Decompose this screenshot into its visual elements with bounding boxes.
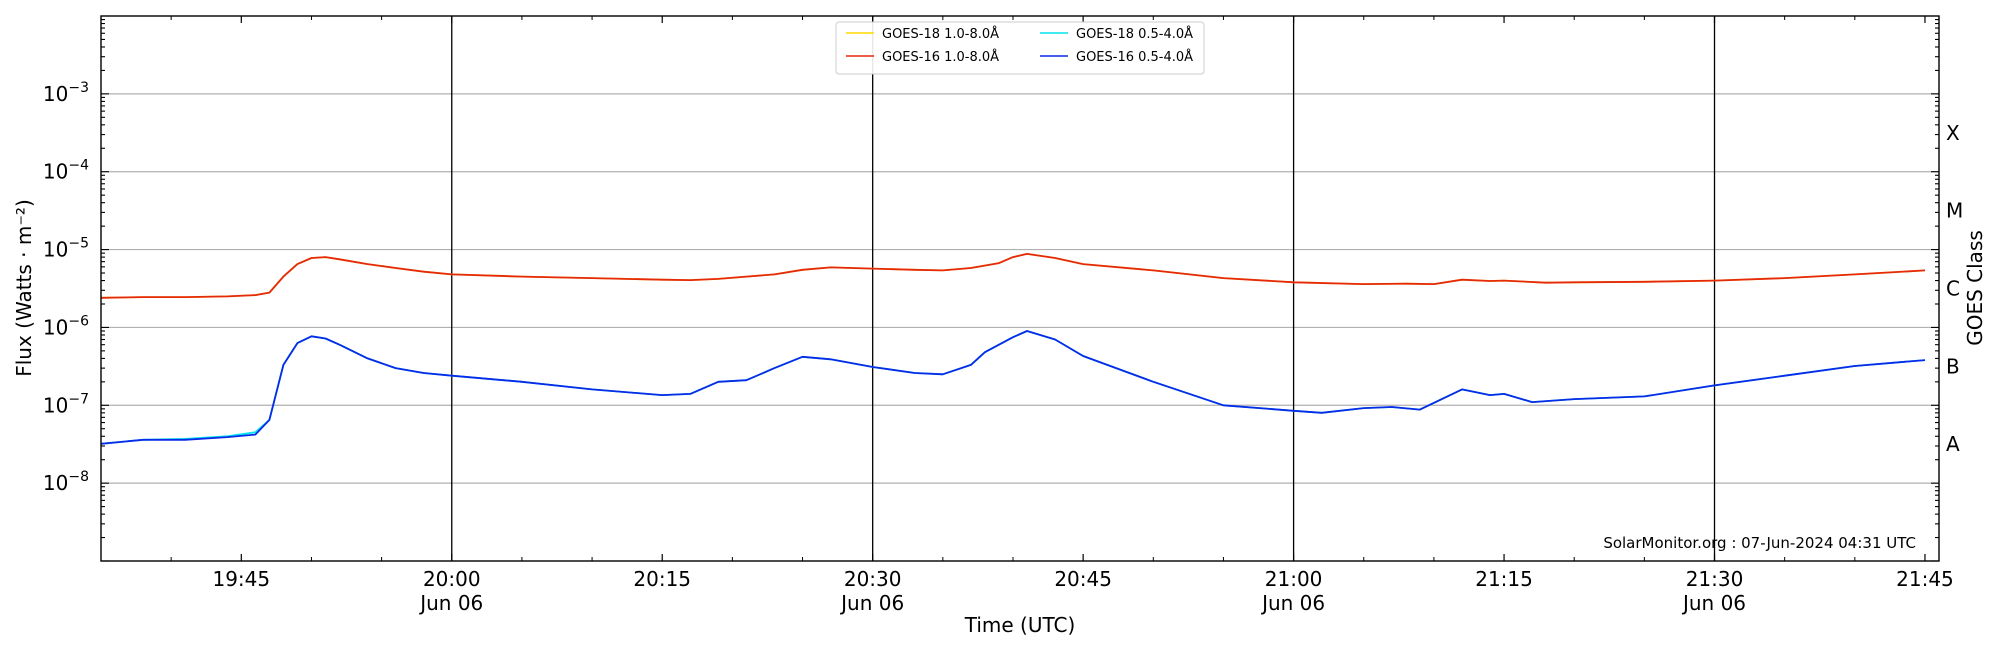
y-tick-exponent: −4 <box>68 158 89 174</box>
legend-label: GOES-18 1.0-8.0Å <box>882 26 999 42</box>
legend-box <box>835 21 1205 75</box>
y-tick-base: 10 <box>43 471 68 495</box>
legend-label: GOES-18 0.5-4.0Å <box>1076 26 1193 42</box>
x-tick-label: 20:00 <box>423 567 481 591</box>
x-tick-date-label: Jun 06 <box>418 591 483 615</box>
watermark: SolarMonitor.org : 07-Jun-2024 04:31 UTC <box>1603 534 1916 552</box>
x-tick-label: 19:45 <box>212 567 270 591</box>
axis-ticks <box>100 16 1939 562</box>
y-tick-label: 10−4 <box>43 158 89 184</box>
y-tick-exponent: −5 <box>68 236 89 252</box>
x-tick-label: 21:00 <box>1265 567 1323 591</box>
x-tick-label: 21:45 <box>1896 567 1954 591</box>
y-tick-label: 10−3 <box>43 80 89 106</box>
y-tick-base: 10 <box>43 160 68 184</box>
x-axis-title: Time (UTC) <box>964 613 1076 637</box>
y-tick-label: 10−6 <box>43 313 89 339</box>
flux-series <box>100 252 1926 445</box>
x-tick-label: 20:45 <box>1054 567 1112 591</box>
x-tick-date-label: Jun 06 <box>1260 591 1325 615</box>
y-tick-labels: 10−810−710−610−510−410−3 <box>43 80 89 495</box>
series-line-0 <box>100 252 1926 299</box>
x-tick-label: 21:30 <box>1686 567 1744 591</box>
plot-frame <box>100 15 1940 562</box>
goes-class-labels: A B C M X <box>1946 121 1963 456</box>
y-tick-label: 10−5 <box>43 236 89 262</box>
y-tick-exponent: −3 <box>68 80 89 96</box>
legend-label: GOES-16 0.5-4.0Å <box>1076 49 1193 65</box>
y-tick-base: 10 <box>43 238 68 262</box>
y-tick-exponent: −6 <box>68 313 89 329</box>
y-tick-exponent: −7 <box>68 391 89 407</box>
legend-label: GOES-16 1.0-8.0Å <box>882 49 999 65</box>
y-tick-base: 10 <box>43 315 68 339</box>
grid-lines <box>101 93 1939 484</box>
y-axis-title: Flux (Watts · m⁻²) <box>12 199 36 377</box>
y-tick-label: 10−8 <box>43 469 89 495</box>
x-tick-label: 20:15 <box>633 567 691 591</box>
y-tick-label: 10−7 <box>43 391 89 417</box>
y-tick-exponent: −8 <box>68 469 89 485</box>
series-line-2 <box>100 330 1926 445</box>
goes-class-label: X <box>1946 121 1960 145</box>
goes-class-label: A <box>1946 432 1960 456</box>
y2-axis-title: GOES Class <box>1963 230 1987 346</box>
x-tick-date-label: Jun 06 <box>1681 591 1746 615</box>
x-tick-label: 21:15 <box>1475 567 1533 591</box>
series-line-1 <box>100 252 1926 299</box>
goes-class-label: B <box>1946 354 1960 378</box>
x-tick-label: 20:30 <box>844 567 902 591</box>
day-marker-lines <box>451 16 1716 561</box>
legend: GOES-18 1.0-8.0Å GOES-18 0.5-4.0Å GOES-16 … <box>835 21 1205 75</box>
x-tick-date-label: Jun 06 <box>839 591 904 615</box>
y-tick-base: 10 <box>43 393 68 417</box>
goes-class-label: C <box>1946 277 1960 301</box>
series-line-3 <box>100 330 1926 445</box>
goes-class-label: M <box>1946 199 1963 223</box>
y-tick-base: 10 <box>43 82 68 106</box>
